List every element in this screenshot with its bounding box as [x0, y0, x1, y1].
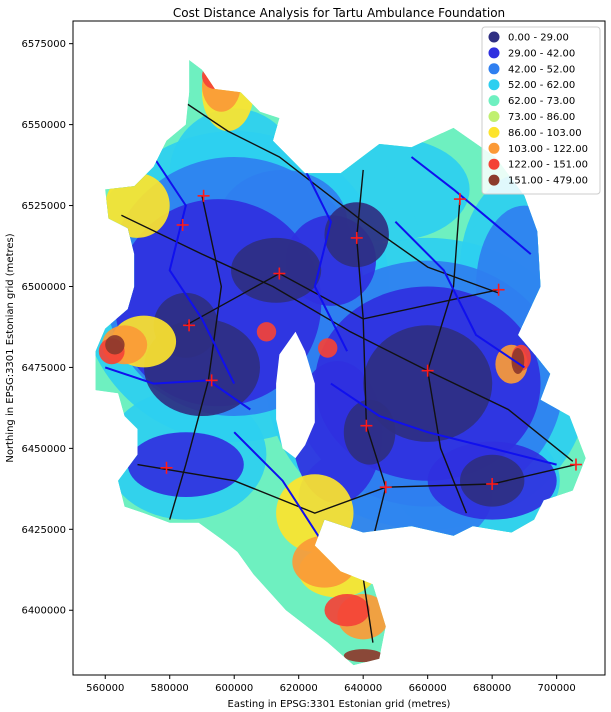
station-marker — [176, 218, 189, 231]
legend-label: 0.00 - 29.00 — [508, 33, 569, 44]
station-marker — [350, 231, 363, 244]
y-axis: 6400000 6425000 6450000 6475000 6500000 65250… — [21, 39, 73, 617]
legend-label: 103.00 - 122.00 — [508, 144, 588, 155]
station-marker — [360, 419, 373, 432]
legend-item: 103.00 - 122.00 — [488, 142, 588, 155]
y-tick-label: 6450000 — [21, 444, 66, 455]
cost-surface — [95, 59, 586, 666]
y-tick-label: 6500000 — [21, 282, 66, 293]
cost-surface-map — [95, 59, 586, 666]
station-marker — [421, 364, 434, 377]
legend-swatch — [488, 158, 500, 170]
station-marker — [379, 481, 392, 494]
legend-label: 86.00 - 103.00 — [508, 128, 582, 139]
legend-item: 52.00 - 62.00 — [488, 79, 575, 91]
station-marker — [205, 374, 218, 387]
legend-label: 42.00 - 52.00 — [508, 64, 575, 75]
chart-title: Cost Distance Analysis for Tartu Ambulan… — [173, 6, 505, 20]
legend: 0.00 - 29.00 29.00 - 42.00 42.00 - 52.00 52… — [481, 26, 601, 195]
y-tick-label: 6425000 — [21, 525, 66, 536]
station-marker — [569, 458, 582, 471]
station-marker — [197, 189, 210, 202]
legend-swatch — [488, 126, 500, 138]
legend-item: 122.00 - 151.00 — [488, 158, 588, 171]
y-tick-label: 6575000 — [21, 39, 66, 50]
x-tick-label: 640000 — [344, 683, 382, 694]
station-marker — [486, 477, 499, 490]
station-marker — [453, 193, 466, 206]
legend-swatch — [488, 174, 500, 186]
x-axis: 560000 580000 600000 620000 640000 660000 6800… — [86, 675, 576, 694]
legend-item: 151.00 - 479.00 — [488, 174, 588, 187]
legend-label: 52.00 - 62.00 — [508, 80, 575, 91]
y-tick-label: 6525000 — [21, 201, 66, 212]
legend-label: 29.00 - 42.00 — [508, 48, 575, 59]
legend-item: 73.00 - 86.00 — [488, 111, 575, 123]
x-tick-label: 700000 — [538, 683, 576, 694]
legend-label: 62.00 - 73.00 — [508, 96, 575, 107]
x-tick-label: 620000 — [280, 683, 318, 694]
legend-swatch — [488, 111, 500, 122]
x-tick-label: 600000 — [215, 683, 253, 694]
y-tick-label: 6550000 — [21, 120, 66, 131]
x-tick-label: 680000 — [473, 683, 511, 694]
plot-frame — [72, 20, 606, 676]
station-marker — [183, 319, 196, 332]
legend-swatch — [488, 47, 500, 59]
ambulance-stations — [160, 189, 582, 494]
station-marker — [273, 267, 286, 280]
legend-label: 151.00 - 479.00 — [508, 176, 588, 187]
y-tick-label: 6475000 — [21, 363, 66, 374]
y-axis-label: Northing in EPSG:3301 Estonian grid (met… — [5, 233, 16, 462]
x-tick-label: 660000 — [409, 683, 447, 694]
legend-swatch — [488, 31, 500, 43]
no-data-area — [276, 331, 315, 459]
x-axis-label: Easting in EPSG:3301 Estonian grid (metr… — [228, 699, 451, 710]
y-tick-label: 6400000 — [21, 606, 66, 617]
legend-item: 86.00 - 103.00 — [488, 126, 582, 139]
station-marker — [160, 461, 173, 474]
legend-label: 73.00 - 86.00 — [508, 112, 575, 123]
station-marker — [492, 283, 505, 296]
legend-box — [481, 26, 601, 195]
legend-item: 62.00 - 73.00 — [488, 95, 575, 107]
legend-item: 0.00 - 29.00 — [488, 31, 569, 44]
legend-swatch — [488, 79, 500, 91]
legend-item: 29.00 - 42.00 — [488, 47, 575, 59]
legend-swatch — [488, 63, 500, 75]
legend-swatch — [488, 95, 500, 107]
x-tick-label: 580000 — [151, 683, 189, 694]
legend-item: 42.00 - 52.00 — [488, 63, 575, 75]
legend-swatch — [488, 142, 500, 154]
legend-label: 122.00 - 151.00 — [508, 160, 588, 171]
x-tick-label: 560000 — [86, 683, 124, 694]
